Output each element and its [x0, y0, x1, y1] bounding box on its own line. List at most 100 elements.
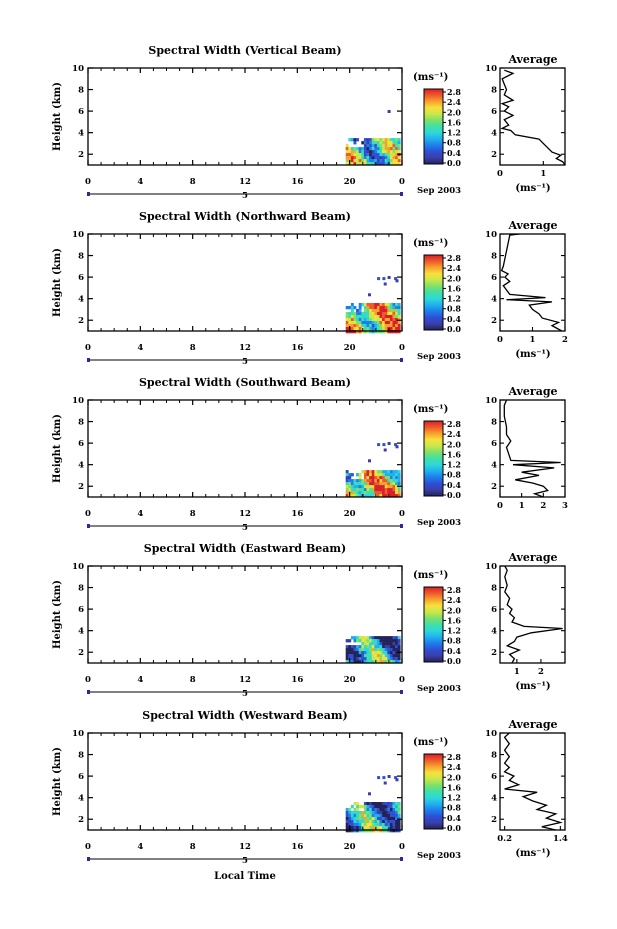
- avg-x-tick-label: 0: [497, 335, 503, 345]
- heatmap-cell: [392, 147, 396, 151]
- heatmap-cell: [376, 321, 380, 325]
- heatmap-cell: [374, 159, 378, 163]
- heatmap-cell: [348, 811, 352, 815]
- heatmap-cell: [395, 144, 398, 148]
- heatmap-cell: [382, 315, 385, 319]
- heatmap-cell: [366, 811, 370, 815]
- heatmap-cell: [376, 141, 380, 145]
- heatmap-cell: [394, 277, 398, 281]
- colorbar-tick-label: 0.0: [447, 823, 461, 833]
- heatmap-cell: [384, 473, 388, 477]
- heatmap-cell: [387, 141, 391, 145]
- heatmap-cell: [395, 162, 398, 166]
- heatmap-cell: [374, 312, 378, 316]
- heatmap-cell: [389, 324, 393, 328]
- heatmap-cell: [392, 814, 396, 818]
- heatmap-cell: [366, 817, 370, 821]
- heatmap-cell: [389, 312, 393, 316]
- heatmap-cell: [366, 805, 370, 809]
- avg-x-tick-label: 2: [538, 667, 544, 677]
- heatmap-cell: [366, 324, 370, 328]
- colorbar-tick-label: 1.6: [447, 117, 461, 127]
- heatmap-cell: [392, 654, 396, 658]
- heatmap-cell: [369, 324, 372, 328]
- heatmap-cell: [358, 309, 362, 313]
- heatmap-cell: [394, 443, 398, 447]
- heatmap-cell: [389, 802, 393, 806]
- heatmap-cell: [382, 162, 385, 166]
- heatmap-cell: [366, 829, 370, 833]
- heatmap-cell: [392, 645, 396, 649]
- heatmap-cell: [350, 491, 354, 495]
- heatmap-cell: [356, 315, 359, 319]
- y-tick-label: 10: [72, 562, 84, 572]
- heatmap-cell: [345, 150, 349, 154]
- heatmap-cell: [379, 473, 383, 477]
- heatmap-cell: [389, 315, 393, 319]
- heatmap-cell: [350, 494, 354, 498]
- avg-x-tick-label: 0: [497, 501, 503, 511]
- heatmap-cell: [374, 144, 378, 148]
- x-tick-label: 20: [344, 675, 356, 685]
- heatmap-cell: [374, 817, 378, 821]
- heatmap-cell: [361, 820, 365, 824]
- heatmap-cell: [363, 820, 367, 824]
- heatmap-cell: [356, 485, 359, 489]
- heatmap-cell: [392, 156, 396, 160]
- heatmap-cell: [358, 817, 362, 821]
- heatmap-cell: [358, 645, 362, 649]
- heatmap-cell: [371, 327, 375, 331]
- y-tick-label: 6: [78, 772, 84, 782]
- day-bar-marker: [400, 358, 403, 362]
- heatmap-cell: [389, 648, 393, 652]
- average-title: Average: [507, 219, 557, 232]
- heatmap-cell: [384, 144, 388, 148]
- heatmap-cell: [376, 642, 380, 646]
- avg-y-tick-label: 10: [485, 729, 497, 739]
- heatmap-cell: [374, 479, 378, 483]
- heatmap-cell: [371, 309, 375, 313]
- day-bar-marker: [87, 358, 90, 362]
- heatmap-cell: [389, 808, 393, 812]
- heatmap-cell: [350, 324, 354, 328]
- heatmap-cell: [366, 651, 370, 655]
- heatmap-cell: [379, 324, 383, 328]
- heatmap-cell: [392, 324, 396, 328]
- heatmap-cell: [384, 150, 388, 154]
- heatmap-cell: [379, 660, 383, 664]
- heatmap-cell: [384, 817, 388, 821]
- heatmap-cell: [369, 306, 372, 310]
- heatmap-cell: [369, 162, 372, 166]
- heatmap-cell: [369, 491, 372, 495]
- heatmap-cell: [392, 657, 396, 661]
- colorbar-tick-label: 1.6: [447, 782, 461, 792]
- heatmap-cell: [366, 657, 370, 661]
- heatmap-cell: [369, 820, 372, 824]
- heatmap-cell: [387, 110, 391, 113]
- heatmap-cell: [366, 318, 370, 322]
- heatmap-cell: [389, 636, 393, 640]
- heatmap-cell: [358, 479, 362, 483]
- heatmap-cell: [366, 654, 370, 658]
- heatmap-cell: [379, 153, 383, 157]
- heatmap-cell: [345, 645, 349, 649]
- heatmap-cell: [371, 817, 375, 821]
- y-axis-label: Height (km): [52, 248, 63, 317]
- heatmap-cell: [348, 829, 352, 833]
- heatmap-cell: [363, 482, 367, 486]
- colorbar-tick-label: 0.8: [447, 636, 461, 646]
- heatmap-cell: [384, 482, 388, 486]
- heatmap-cell: [392, 802, 396, 806]
- heatmap-cell: [369, 150, 372, 154]
- heatmap-cell: [356, 805, 359, 809]
- heatmap-cell: [389, 485, 393, 489]
- colorbar-tick-label: 0.8: [447, 803, 461, 813]
- heatmap-cell: [382, 321, 385, 325]
- heatmap-cell: [353, 321, 357, 325]
- y-tick-label: 8: [78, 751, 84, 761]
- heatmap-cell: [353, 153, 357, 157]
- heatmap-cell: [389, 805, 393, 809]
- heatmap-cell: [384, 654, 388, 658]
- heatmap-cell: [395, 279, 399, 283]
